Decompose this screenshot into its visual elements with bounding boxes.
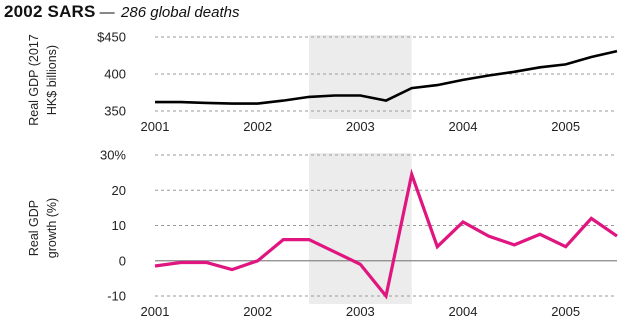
y-axis-label-gdp: HK$ billions) (45, 45, 59, 115)
x-tick-label-gdp: 2005 (551, 119, 580, 134)
panel-growth: -10 0 10 20 30% 2001 2002 2003 2004 2005 Real GDP g… (27, 148, 618, 319)
y-tick-label-growth: -10 (107, 289, 126, 304)
x-tick-label-growth: 2001 (141, 304, 170, 319)
x-tick-label-gdp: 2004 (449, 119, 478, 134)
y-tick-label-gdp: 400 (104, 67, 126, 82)
sars-period-band-growth (309, 153, 412, 304)
y-tick-label-growth: 0 (119, 253, 126, 268)
x-tick-label-growth: 2002 (243, 304, 272, 319)
x-tick-label-gdp: 2003 (346, 119, 375, 134)
series-line-growth (154, 168, 618, 300)
chart-subtitle: 286 global deaths (121, 4, 240, 21)
y-tick-label-growth: 10 (112, 218, 126, 233)
y-tick-label-gdp: $450 (97, 30, 126, 45)
y-tick-label-gdp: 350 (104, 104, 126, 119)
chart-title-row: 2002 SARS — 286 global deaths (4, 2, 239, 24)
x-tick-label-growth: 2004 (449, 304, 478, 319)
x-tick-label-gdp: 2001 (141, 119, 170, 134)
x-tick-label-growth: 2003 (346, 304, 375, 319)
chart-title: 2002 SARS (4, 2, 96, 21)
y-axis-label-gdp: Real GDP (2017 (27, 34, 41, 126)
panel-gdp: 350 400 $450 2001 2002 2003 2004 2005 Real GDP (… (27, 30, 618, 134)
y-tick-label-growth: 30% (100, 148, 126, 163)
x-tick-label-gdp: 2002 (243, 119, 272, 134)
title-separator: — (99, 4, 115, 21)
y-tick-label-growth: 20 (112, 183, 126, 198)
y-axis-label-growth: growth (%) (45, 198, 59, 258)
x-tick-label-growth: 2005 (551, 304, 580, 319)
y-axis-label-growth: Real GDP (27, 200, 41, 256)
series-line-gdp (155, 49, 618, 105)
sars-period-band-gdp (309, 35, 412, 119)
